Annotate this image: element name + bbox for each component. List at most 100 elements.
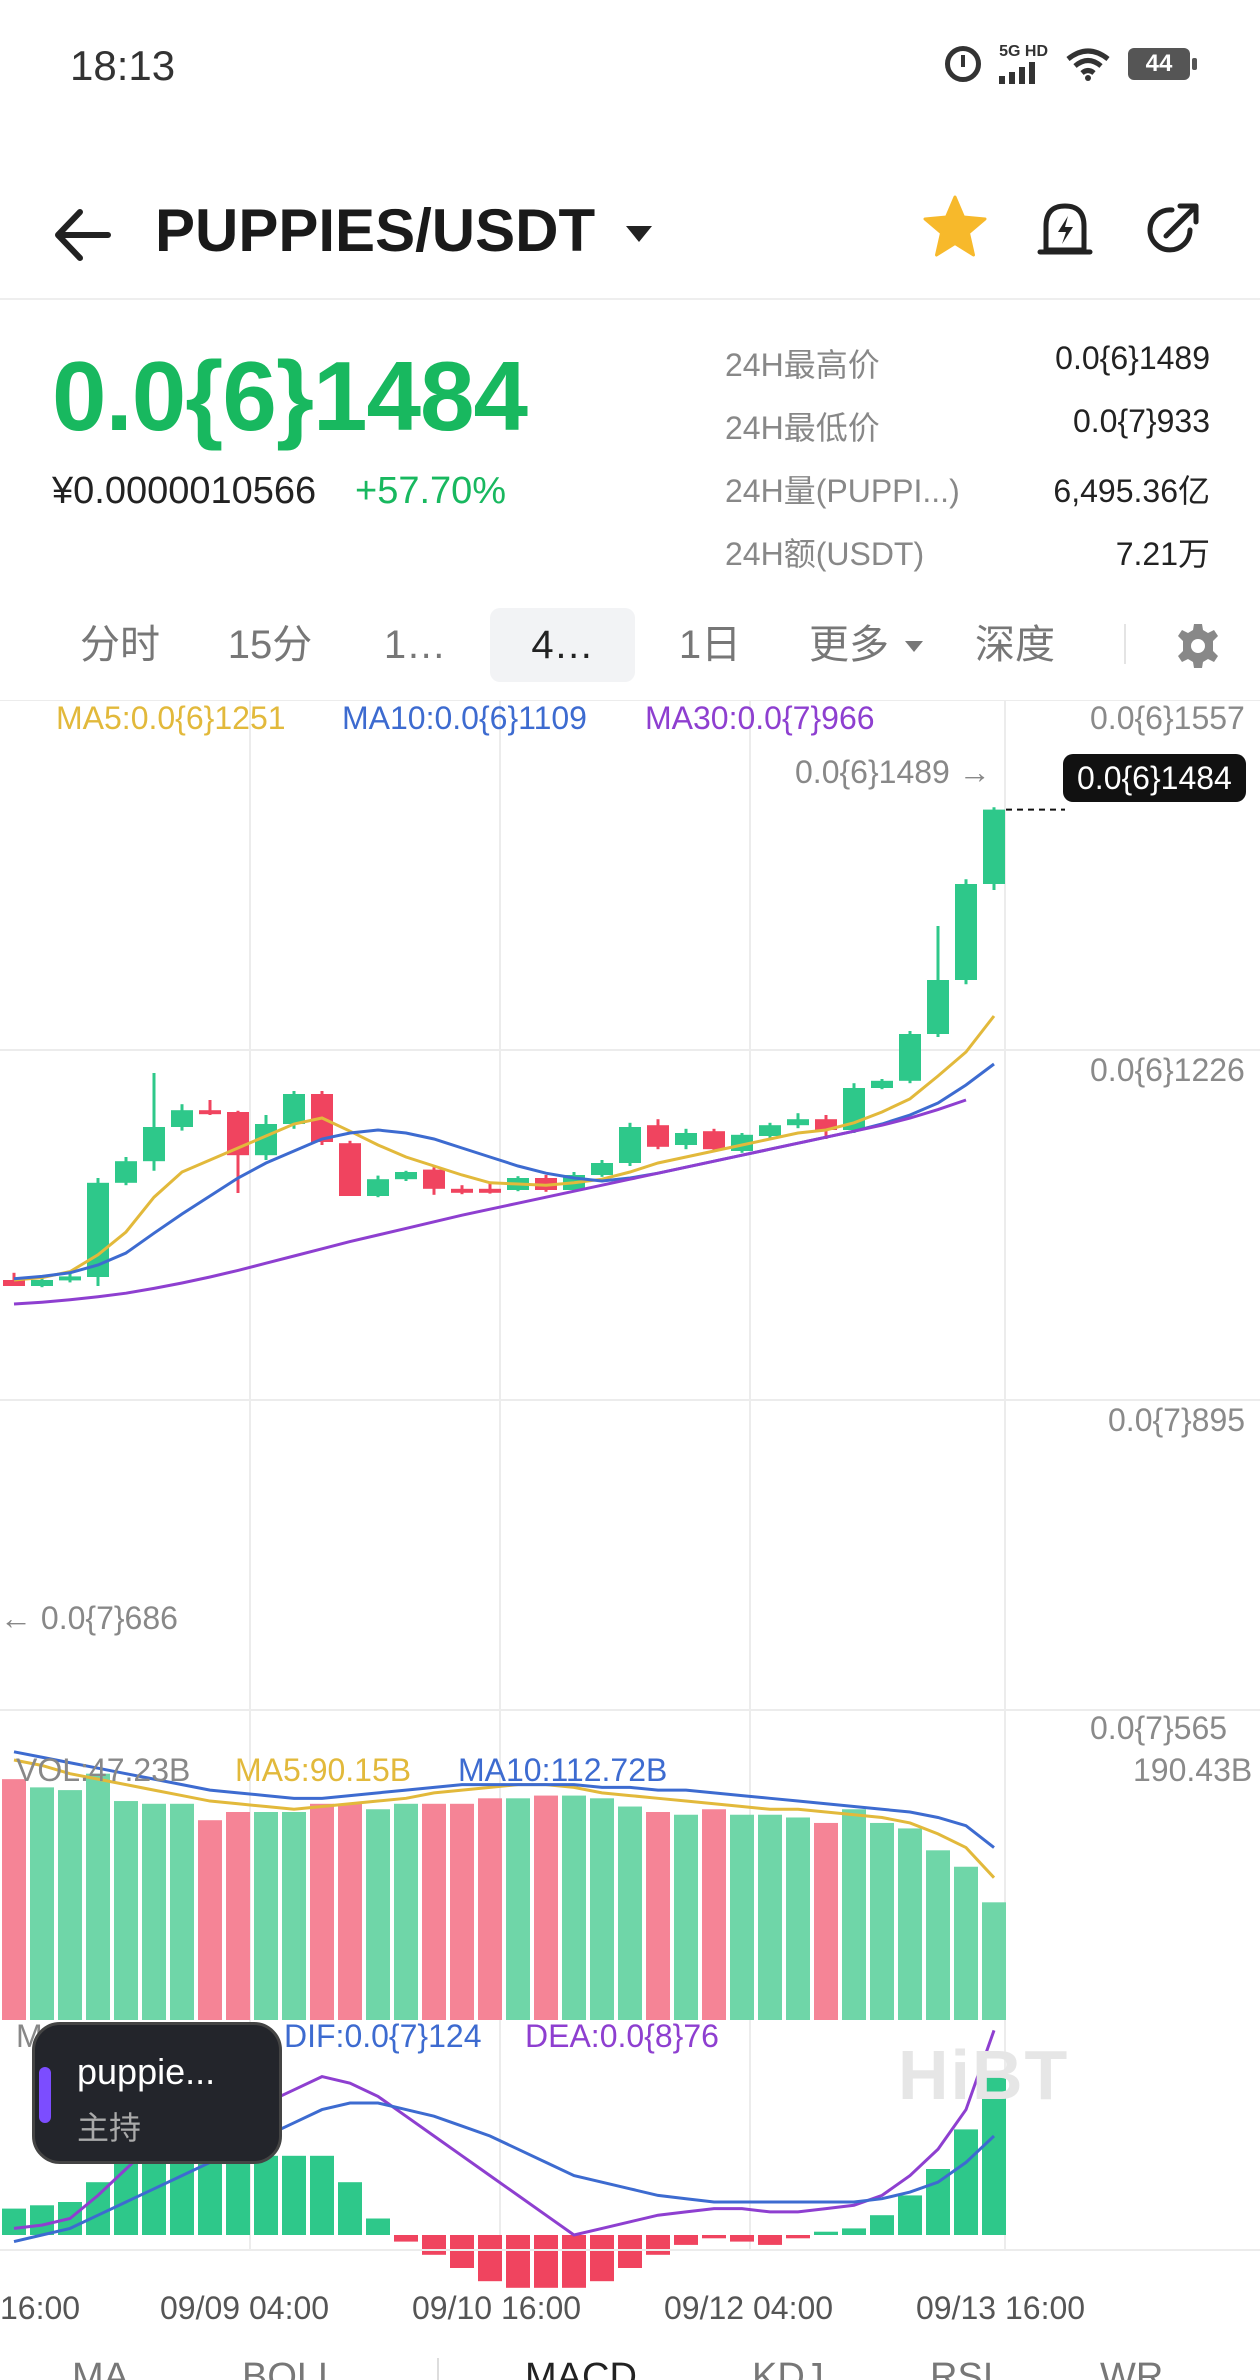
kline-chart-canvas[interactable] [0,700,1260,2340]
tab-1h[interactable]: 1… [383,623,447,667]
macd-histogram-bar [842,2228,866,2235]
tab-ind-rsi[interactable]: RSI [930,2356,994,2380]
candle-body [423,1169,445,1189]
volume-bar [394,1803,418,2020]
volume-bar [142,1803,166,2020]
volume-bar [282,1812,306,2020]
volume-bar [366,1809,390,2020]
candle-body [927,980,949,1034]
vol-legend: VOL:47.23B [16,1752,191,1788]
volume-bar [254,1812,278,2020]
tab-more-label: 更多 [809,623,889,667]
tab-depth[interactable]: 深度 [975,623,1055,667]
time-axis-label: 09/13 16:00 [916,2290,1086,2326]
stat-low: 24H最低价 0.0{7}933 [725,403,1210,466]
macd-histogram-bar [982,2076,1006,2235]
dropdown-caret-icon[interactable] [622,220,656,250]
macd-histogram-bar [394,2235,418,2242]
price-axis-label: 0.0{7}895 [1108,1402,1246,1438]
stat-label: 24H量(PUPPI...) [725,473,960,509]
candle-body [339,1143,361,1196]
price-axis-label: 0.0{6}1226 [1090,1052,1245,1088]
signal-icon: 5G HD [999,44,1048,84]
pair-title[interactable]: PUPPIES/USDT [155,197,596,264]
tab-ind-macd[interactable]: MACD [525,2356,637,2380]
time-axis-label: 09/09 04:00 [160,2290,330,2326]
macd-histogram-bar [366,2218,390,2235]
tab-timeshare[interactable]: 分时 [80,623,160,667]
vol-ma10-line [13,1750,995,1849]
volume-bar [730,1814,754,2020]
candle-body [703,1131,725,1150]
last-price: 0.0{6}1484 [52,341,528,451]
volume-bar [450,1803,474,2020]
tab-1d[interactable]: 1日 [678,623,742,667]
macd-dif-legend: DIF:0.0{7}124 [284,2018,482,2054]
candle-body [759,1125,781,1136]
share-icon[interactable] [1138,194,1208,264]
macd-histogram-bar [786,2235,810,2239]
candle-body [171,1110,193,1127]
macd-histogram-bar [338,2182,362,2235]
candle-body [367,1179,389,1196]
volume-bar [534,1795,558,2020]
candle-body [199,1110,221,1115]
tab-ind-ma[interactable]: MA [72,2356,129,2380]
time-axis-label: 09/12 04:00 [664,2290,834,2326]
candle-body [255,1124,277,1156]
macd-histogram-bar [758,2235,782,2245]
ma30-line [13,1098,967,1306]
volume-bar [982,1902,1006,2020]
back-arrow-icon[interactable] [48,200,118,270]
tab-ind-boll[interactable]: BOLL [242,2356,340,2380]
macd-histogram-bar [702,2235,726,2239]
hibt-watermark: HiBT [898,2036,1070,2114]
price-cny: ¥0.0000010566 [52,470,317,512]
volume-bar [30,1787,54,2020]
tab-ind-kdj[interactable]: KDJ [752,2356,824,2380]
candle-body [3,1280,25,1286]
high-marker: 0.0{6}1489 → [795,754,991,790]
macd-histogram-bar [870,2215,894,2235]
favorite-star-icon[interactable] [920,192,990,262]
macd-histogram-bar [730,2235,754,2242]
volume-bar [114,1801,138,2020]
stats-24h: 24H最高价 0.0{6}1489 24H最低价 0.0{7}933 24H量(… [725,340,1210,592]
candle-body [283,1094,305,1124]
tab-4h[interactable]: 4… [490,608,635,682]
candle-body [955,884,977,980]
macd-histogram-bar [674,2235,698,2245]
macd-histogram-bar [282,2155,306,2235]
battery-indicator: 44 [1128,48,1197,80]
vol-ma5-legend: MA5:90.15B [235,1752,412,1788]
volume-bar [86,1773,110,2020]
macd-histogram-bar [422,2235,446,2255]
candle-body [59,1276,81,1281]
volume-bar [562,1795,586,2020]
candle-body [675,1133,697,1145]
candle-body [31,1280,53,1286]
volume-axis-max: 190.43B [1133,1752,1253,1788]
candle-body [115,1161,137,1183]
live-room-bubble[interactable]: puppie... 主持 [32,2022,282,2164]
wifi-icon [1066,48,1110,81]
price-alert-icon[interactable] [1030,194,1100,264]
volume-bar [898,1828,922,2020]
candle-body [395,1172,417,1180]
volume-bar [758,1814,782,2020]
macd-histogram-bar [898,2195,922,2235]
tab-more[interactable]: 更多 [795,608,925,682]
kline-chart[interactable]: MA5:0.0{6}1251 MA10:0.0{6}1109 MA30:0.0{… [0,700,1260,2340]
tab-15m[interactable]: 15分 [227,623,313,667]
volume-bar [786,1817,810,2020]
volume-bar [926,1850,950,2020]
stat-value: 0.0{7}933 [1072,403,1210,439]
candle-body [983,809,1005,884]
gear-icon[interactable] [1172,620,1224,672]
candle-body [143,1127,165,1162]
tab-ind-wr[interactable]: WR [1100,2356,1164,2380]
current-price-tag: 0.0{6}1484 [1063,754,1246,802]
volume-bar [422,1803,446,2020]
volume-bar [198,1820,222,2020]
macd-dea-legend: DEA:0.0{8}76 [525,2018,719,2054]
